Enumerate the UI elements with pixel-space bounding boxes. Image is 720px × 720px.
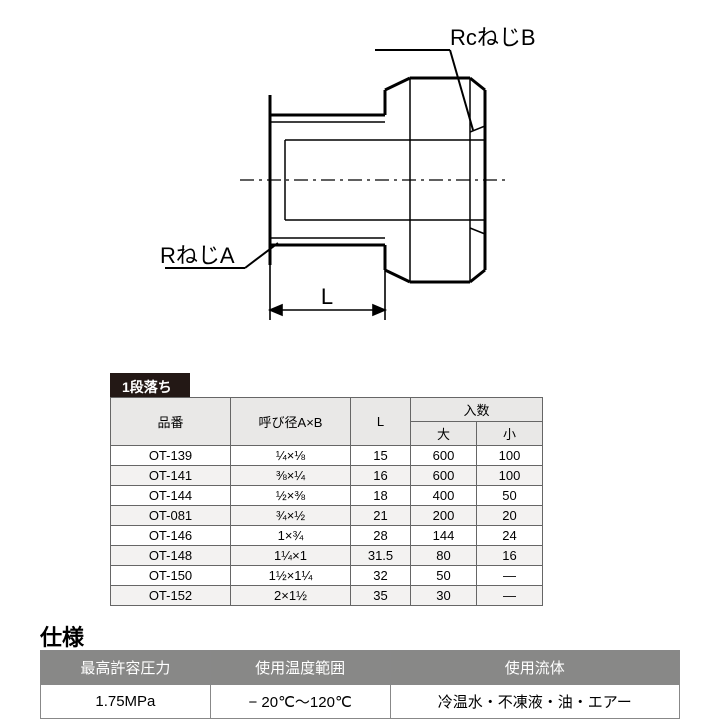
table-row: OT-1501½×1¼3250—	[111, 566, 543, 586]
label-rc-thread-b: RcねじB	[450, 25, 536, 50]
th-qty: 入数	[411, 398, 543, 422]
table-cell: ⅜×¼	[231, 466, 351, 486]
table-cell: OT-141	[111, 466, 231, 486]
th-l: L	[351, 398, 411, 446]
table-cell: OT-144	[111, 486, 231, 506]
table-cell: 20	[477, 506, 543, 526]
table-cell: OT-146	[111, 526, 231, 546]
table-cell: 24	[477, 526, 543, 546]
table-cell: ½×⅜	[231, 486, 351, 506]
table-row: OT-1481¼×131.58016	[111, 546, 543, 566]
table-cell: 16	[351, 466, 411, 486]
table-cell: 600	[411, 446, 477, 466]
table-cell: 50	[411, 566, 477, 586]
table-cell: 32	[351, 566, 411, 586]
table-cell: OT-081	[111, 506, 231, 526]
table-cell: 1×¾	[231, 526, 351, 546]
table-row: OT-144½×⅜1840050	[111, 486, 543, 506]
table-cell: 35	[351, 586, 411, 606]
table-row: OT-081¾×½2120020	[111, 506, 543, 526]
table-cell: 50	[477, 486, 543, 506]
table-cell: 31.5	[351, 546, 411, 566]
th-qty-large: 大	[411, 422, 477, 446]
table-row: OT-141⅜×¼16600100	[111, 466, 543, 486]
table-cell: 1½×1¼	[231, 566, 351, 586]
th-temp: 使用温度範囲	[210, 651, 390, 685]
th-pressure: 最高許容圧力	[41, 651, 211, 685]
label-r-thread-a: RねじA	[160, 243, 235, 268]
table-cell: 100	[477, 466, 543, 486]
table-row: OT-1461×¾2814424	[111, 526, 543, 546]
spec-heading: 仕様	[40, 620, 84, 652]
table-cell: —	[477, 566, 543, 586]
table-cell: 200	[411, 506, 477, 526]
table-cell: 15	[351, 446, 411, 466]
table-cell: 400	[411, 486, 477, 506]
table-cell: —	[477, 586, 543, 606]
th-fluid: 使用流体	[390, 651, 679, 685]
table-cell: 1¼×1	[231, 546, 351, 566]
technical-drawing: RcねじB RねじA L	[150, 20, 610, 340]
dimension-l-label: L	[321, 284, 333, 309]
table-cell: 80	[411, 546, 477, 566]
spec-table-main: 品番 呼び径A×B L 入数 大 小 OT-139¼×⅛15600100OT-1…	[110, 397, 543, 606]
spec-table-conditions: 最高許容圧力 使用温度範囲 使用流体 1.75MPa − 20℃〜120℃ 冷温…	[40, 650, 680, 719]
table-cell: 30	[411, 586, 477, 606]
table-cell: 21	[351, 506, 411, 526]
table-cell: OT-148	[111, 546, 231, 566]
th-part: 品番	[111, 398, 231, 446]
table-cell: 144	[411, 526, 477, 546]
td-temp: − 20℃〜120℃	[210, 685, 390, 719]
table-cell: ¼×⅛	[231, 446, 351, 466]
table-row: OT-1522×1½3530—	[111, 586, 543, 606]
td-fluid: 冷温水・不凍液・油・エアー	[390, 685, 679, 719]
table-cell: 16	[477, 546, 543, 566]
table-cell: OT-150	[111, 566, 231, 586]
table-cell: ¾×½	[231, 506, 351, 526]
th-qty-small: 小	[477, 422, 543, 446]
table-cell: 100	[477, 446, 543, 466]
table-cell: OT-139	[111, 446, 231, 466]
table-cell: 28	[351, 526, 411, 546]
table-cell: 2×1½	[231, 586, 351, 606]
table-cell: OT-152	[111, 586, 231, 606]
table-cell: 18	[351, 486, 411, 506]
table-cell: 600	[411, 466, 477, 486]
th-size: 呼び径A×B	[231, 398, 351, 446]
td-pressure: 1.75MPa	[41, 685, 211, 719]
table-row: OT-139¼×⅛15600100	[111, 446, 543, 466]
